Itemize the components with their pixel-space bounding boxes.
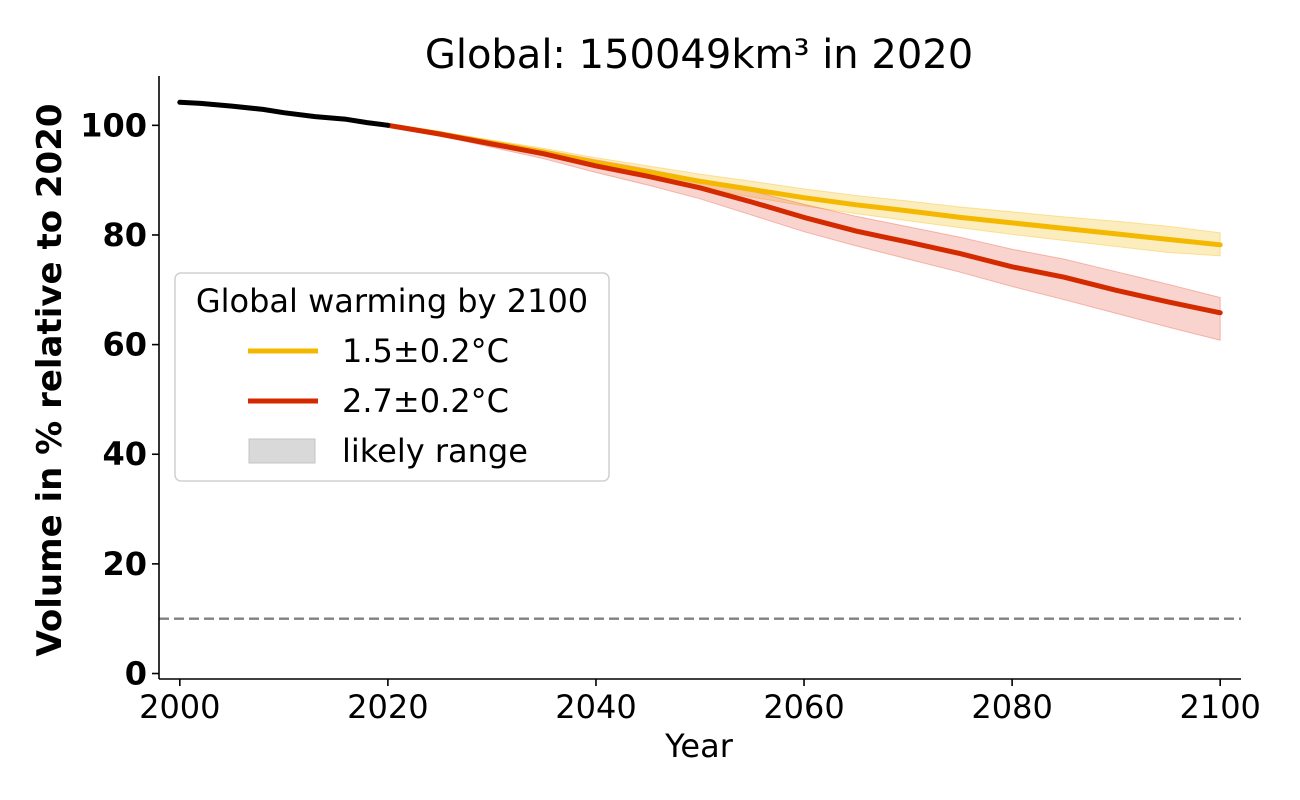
legend-label-2-7-0-2-c: 2.7±0.2°C (342, 382, 509, 420)
legend-entries: 1.5±0.2°C 2.7±0.2°C likely range (248, 332, 528, 470)
x-tick-label: 2100 (1179, 688, 1260, 726)
x-ticks: 2000 2020 2040 2060 2080 2100 (139, 679, 1261, 726)
y-tick-label: 20 (102, 545, 147, 583)
y-tick-label: 40 (102, 435, 147, 473)
series-lines (177, 99, 1223, 316)
chart-title: Global: 150049km³ in 2020 (425, 32, 973, 78)
x-tick-label: 2060 (763, 688, 844, 726)
legend-label-likely-range: likely range (342, 432, 528, 470)
historical-line (177, 99, 391, 128)
y-tick-label: 60 (102, 326, 147, 364)
y-ticks: 0 20 40 60 80 100 (80, 106, 159, 693)
x-axis-label: Year (664, 727, 734, 765)
y-tick-label: 0 (125, 655, 147, 693)
y-tick-label: 80 (102, 216, 147, 254)
legend-swatch-likely-range (248, 438, 316, 464)
axes (158, 76, 1241, 680)
x-tick-label: 2020 (347, 688, 428, 726)
x-tick-label: 2080 (971, 688, 1052, 726)
series-line-2-7-0-2-c (385, 122, 1223, 316)
legend: Global warming by 2100 1.5±0.2°C 2.7±0.2°… (174, 272, 610, 482)
x-tick-label: 2040 (555, 688, 636, 726)
y-axis-label: Volume in % relative to 2020 (30, 103, 70, 656)
y-tick-label: 100 (80, 106, 147, 144)
legend-frame (174, 272, 610, 482)
x-tick-label: 2000 (139, 688, 220, 726)
legend-label-1-5-0-2-c: 1.5±0.2°C (342, 332, 509, 370)
legend-title: Global warming by 2100 (196, 282, 588, 320)
